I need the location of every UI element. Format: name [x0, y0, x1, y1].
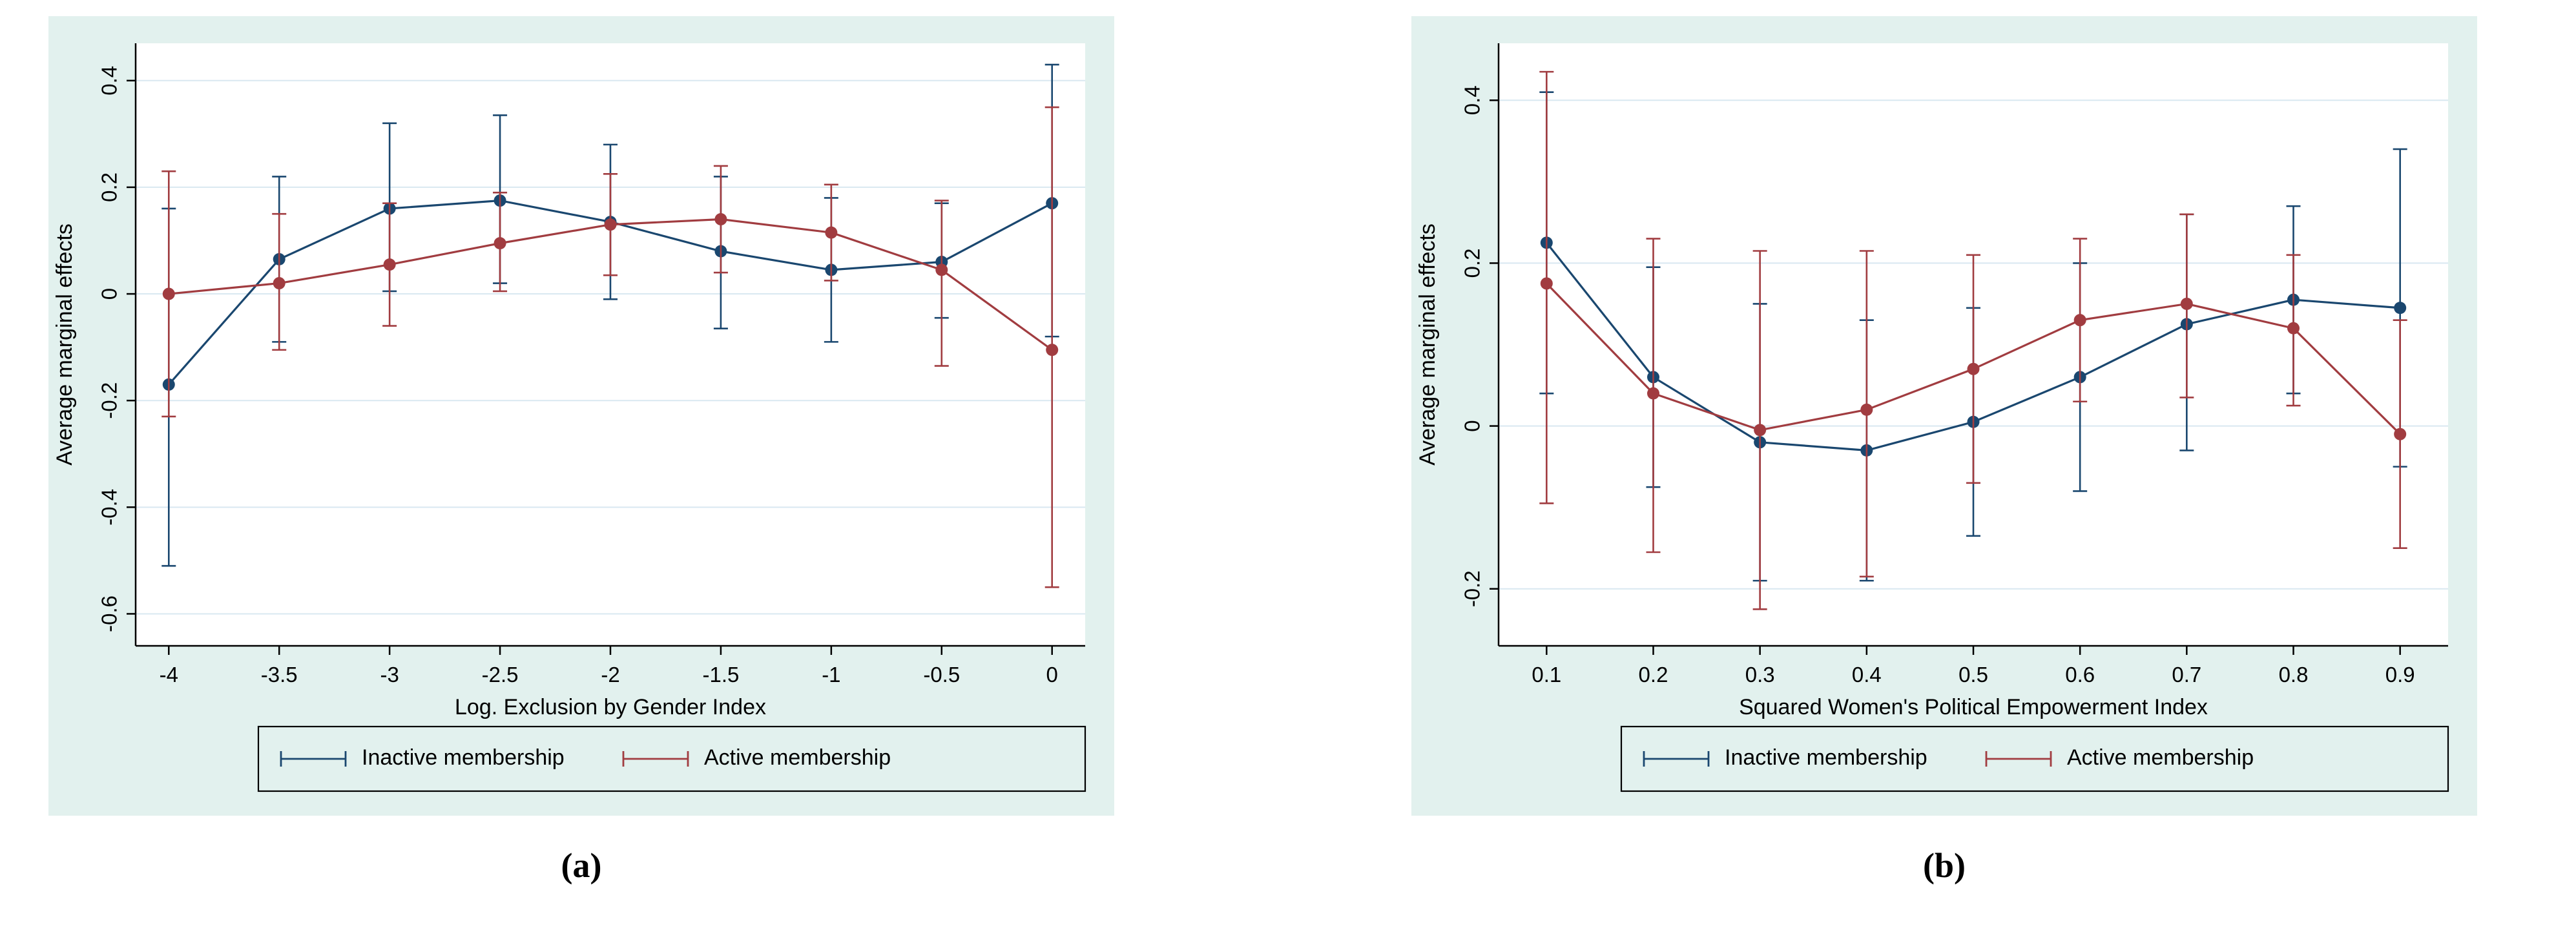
x-tick-label: -3: [380, 663, 399, 687]
x-tick-label: -0.5: [923, 663, 960, 687]
series-marker: [935, 264, 948, 276]
series-marker: [2287, 322, 2300, 335]
series-marker: [2394, 428, 2407, 440]
series-marker: [2180, 297, 2193, 310]
x-tick-label: 0.5: [1958, 663, 1988, 687]
series-active: [161, 106, 1059, 588]
chart-b: -0.2 0 0.2 0.4 0.1 0.2 0.3 0.4 0.5 0.6 0.7 0.8 0.9 Sq…: [1411, 16, 2477, 816]
y-axis-title: Average marginal effects: [1415, 223, 1440, 466]
series-marker: [1646, 387, 1659, 400]
y-tick-label: 0.4: [98, 66, 121, 96]
series-marker: [714, 212, 727, 225]
figure-page: -0.6 -0.4 -0.2 0 0.2 0.4 -4 -3.5 -3 -2.5 -2 -1.5 -1 -…: [48, 16, 2477, 885]
legend-entry-inactive: Inactive membership: [1643, 745, 1927, 770]
legend-entry-active: Active membership: [622, 745, 891, 770]
x-tick-label: 0: [1046, 663, 1058, 687]
series-marker: [1046, 344, 1059, 356]
x-tick-label: 0.7: [2172, 663, 2201, 687]
figure-row: -0.6 -0.4 -0.2 0 0.2 0.4 -4 -3.5 -3 -2.5 -2 -1.5 -1 -…: [48, 16, 2477, 885]
panel-b: -0.2 0 0.2 0.4 0.1 0.2 0.3 0.4 0.5 0.6 0.7 0.8 0.9 Sq…: [1411, 16, 2477, 885]
x-axis-title: Log. Exclusion by Gender Index: [455, 695, 766, 719]
x-tick-label: -1: [822, 663, 840, 687]
series-marker: [2394, 302, 2407, 315]
y-tick-label: 0.2: [98, 172, 121, 202]
series-marker: [1754, 424, 1767, 437]
panel-a: -0.6 -0.4 -0.2 0 0.2 0.4 -4 -3.5 -3 -2.5 -2 -1.5 -1 -…: [48, 16, 1114, 885]
y-axis-title: Average marginal effects: [52, 223, 77, 466]
x-tick-label: 0.1: [1532, 663, 1561, 687]
series-marker: [493, 237, 506, 250]
x-tick-label: -2.5: [482, 663, 519, 687]
series-marker: [604, 218, 617, 231]
x-tick-label: 0.9: [2385, 663, 2415, 687]
plot-area: [136, 43, 1085, 646]
x-tick-label: 0.6: [2065, 663, 2095, 687]
legend-label-inactive: Inactive membership: [1725, 745, 1927, 770]
y-tick-label: 0.4: [1460, 85, 1484, 115]
chart-svg-b: -0.2 0 0.2 0.4 0.1 0.2 0.3 0.4 0.5 0.6 0.7 0.8 0.9 Sq…: [1411, 16, 2477, 816]
series-marker: [273, 277, 286, 290]
x-tick-label: 0.8: [2279, 663, 2309, 687]
chart-svg-a: -0.6 -0.4 -0.2 0 0.2 0.4 -4 -3.5 -3 -2.5 -2 -1.5 -1 -…: [48, 16, 1114, 816]
legend-label-active: Active membership: [2067, 745, 2254, 770]
y-tick-label: 0: [98, 288, 121, 300]
x-tick-label: -3.5: [261, 663, 298, 687]
series-marker: [383, 258, 396, 271]
y-tick-label: -0.4: [98, 489, 121, 526]
x-tick-label: -1.5: [702, 663, 739, 687]
x-tick-label: 0.3: [1745, 663, 1775, 687]
x-tick-label: 0.2: [1639, 663, 1668, 687]
legend-entry-active: Active membership: [1985, 745, 2254, 770]
x-tick-label: 0.4: [1852, 663, 1882, 687]
series-marker: [2073, 314, 2086, 327]
panel-a-caption: (a): [561, 846, 602, 885]
series-marker: [1967, 362, 1980, 375]
series-marker: [1860, 403, 1873, 416]
series-marker: [1540, 277, 1553, 290]
series-active: [1539, 70, 2407, 610]
series-marker: [162, 287, 175, 300]
legend-entry-inactive: Inactive membership: [280, 745, 565, 770]
y-tick-label: 0.2: [1460, 248, 1484, 278]
y-tick-label: 0: [1460, 420, 1484, 431]
y-tick-label: -0.2: [98, 382, 121, 419]
y-tick-label: -0.6: [98, 595, 121, 632]
x-axis-title: Squared Women's Political Empowerment In…: [1739, 695, 2208, 719]
y-tick-label: -0.2: [1460, 570, 1484, 607]
series-marker: [825, 226, 838, 239]
legend-label-inactive: Inactive membership: [362, 745, 565, 770]
x-tick-label: -2: [601, 663, 619, 687]
x-tick-label: -4: [160, 663, 178, 687]
panel-b-caption: (b): [1923, 846, 1966, 885]
chart-a: -0.6 -0.4 -0.2 0 0.2 0.4 -4 -3.5 -3 -2.5 -2 -1.5 -1 -…: [48, 16, 1114, 816]
legend-label-active: Active membership: [704, 745, 891, 770]
